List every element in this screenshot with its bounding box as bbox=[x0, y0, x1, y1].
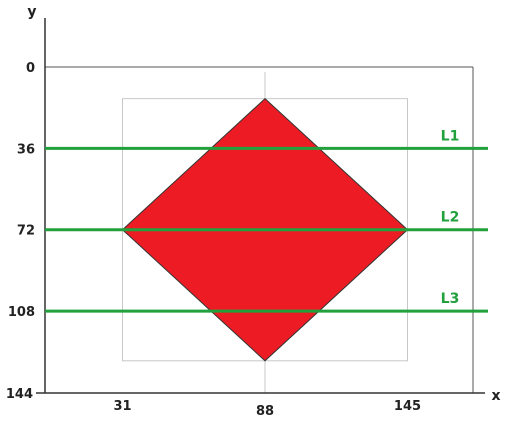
y-tick-label: 108 bbox=[8, 305, 35, 320]
line-label-l1: L1 bbox=[441, 128, 460, 144]
y-tick-label: 72 bbox=[17, 224, 35, 239]
y-tick-label: 144 bbox=[6, 387, 33, 402]
line-label-l2: L2 bbox=[441, 210, 460, 226]
x-tick-label: 31 bbox=[113, 399, 131, 414]
y-tick-label: 0 bbox=[26, 61, 35, 76]
y-tick-label: 36 bbox=[17, 142, 35, 157]
x-tick-label: 145 bbox=[394, 399, 421, 414]
line-label-l3: L3 bbox=[441, 291, 460, 307]
y-axis-label: y bbox=[27, 4, 36, 20]
x-axis-label: x bbox=[491, 388, 500, 404]
x-tick-label: 88 bbox=[256, 404, 274, 419]
